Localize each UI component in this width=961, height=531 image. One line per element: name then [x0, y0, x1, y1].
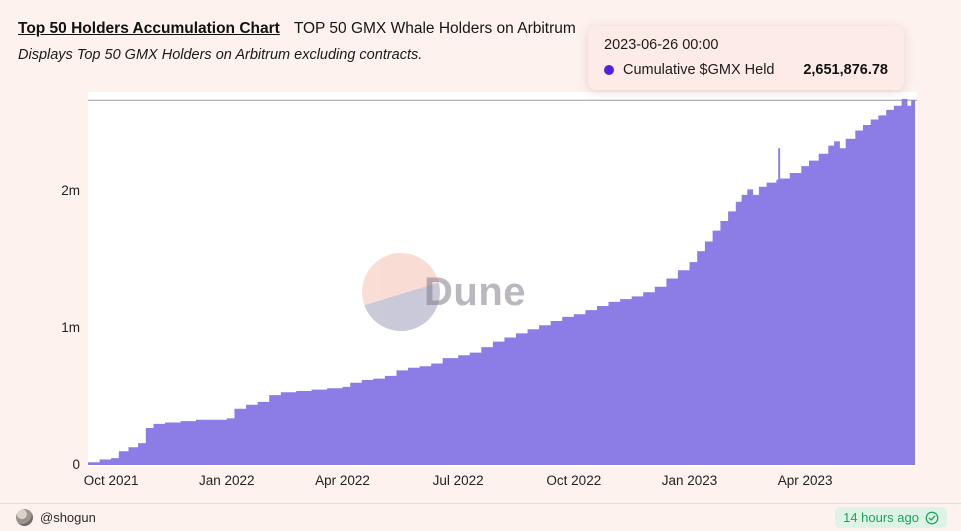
y-tick-label: 2m	[61, 182, 80, 198]
y-tick-label: 1m	[61, 319, 80, 335]
title-row: Top 50 Holders Accumulation Chart TOP 50…	[18, 20, 938, 38]
x-tick-label: Apr 2023	[777, 473, 833, 488]
footer-divider	[0, 503, 961, 504]
tooltip-series-label: Cumulative $GMX Held	[623, 62, 775, 78]
x-tick-label: Oct 2022	[546, 473, 602, 488]
avatar	[16, 509, 33, 526]
x-tick-label: Jul 2022	[432, 473, 484, 488]
chart-tooltip: 2023-06-26 00:00 Cumulative $GMX Held 2,…	[588, 26, 904, 90]
x-tick-label: Jan 2022	[199, 473, 255, 488]
x-tick-label: Jan 2023	[661, 473, 718, 488]
chart-title-link[interactable]: Top 50 Holders Accumulation Chart	[18, 20, 280, 37]
author-link[interactable]: @shogun	[16, 509, 96, 526]
y-tick-label: 0	[72, 457, 80, 472]
freshness-text: 14 hours ago	[843, 510, 919, 525]
x-tick-label: Apr 2022	[315, 473, 370, 488]
footer-bar: @shogun 14 hours ago	[0, 504, 961, 531]
area-chart	[88, 98, 917, 466]
freshness-badge: 14 hours ago	[835, 507, 947, 528]
tooltip-series-row: Cumulative $GMX Held 2,651,876.78	[604, 62, 888, 78]
chart-header: Top 50 Holders Accumulation Chart TOP 50…	[18, 20, 938, 63]
author-handle: @shogun	[40, 510, 96, 525]
chart-subtitle: Displays Top 50 GMX Holders on Arbitrum …	[18, 47, 423, 63]
chart-title-suffix: TOP 50 GMX Whale Holders on Arbitrum	[293, 20, 576, 37]
x-tick-label: Oct 2021	[83, 473, 139, 488]
check-circle-icon	[925, 511, 939, 524]
chart-plot-area[interactable]	[88, 92, 917, 467]
tooltip-date: 2023-06-26 00:00	[604, 37, 719, 53]
series-dot-icon	[604, 65, 614, 75]
tooltip-series-value: 2,651,876.78	[803, 62, 888, 78]
